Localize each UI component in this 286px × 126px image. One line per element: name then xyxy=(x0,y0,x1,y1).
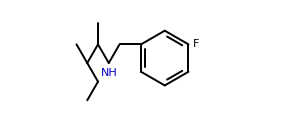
Text: NH: NH xyxy=(101,68,118,78)
Text: F: F xyxy=(193,39,199,49)
